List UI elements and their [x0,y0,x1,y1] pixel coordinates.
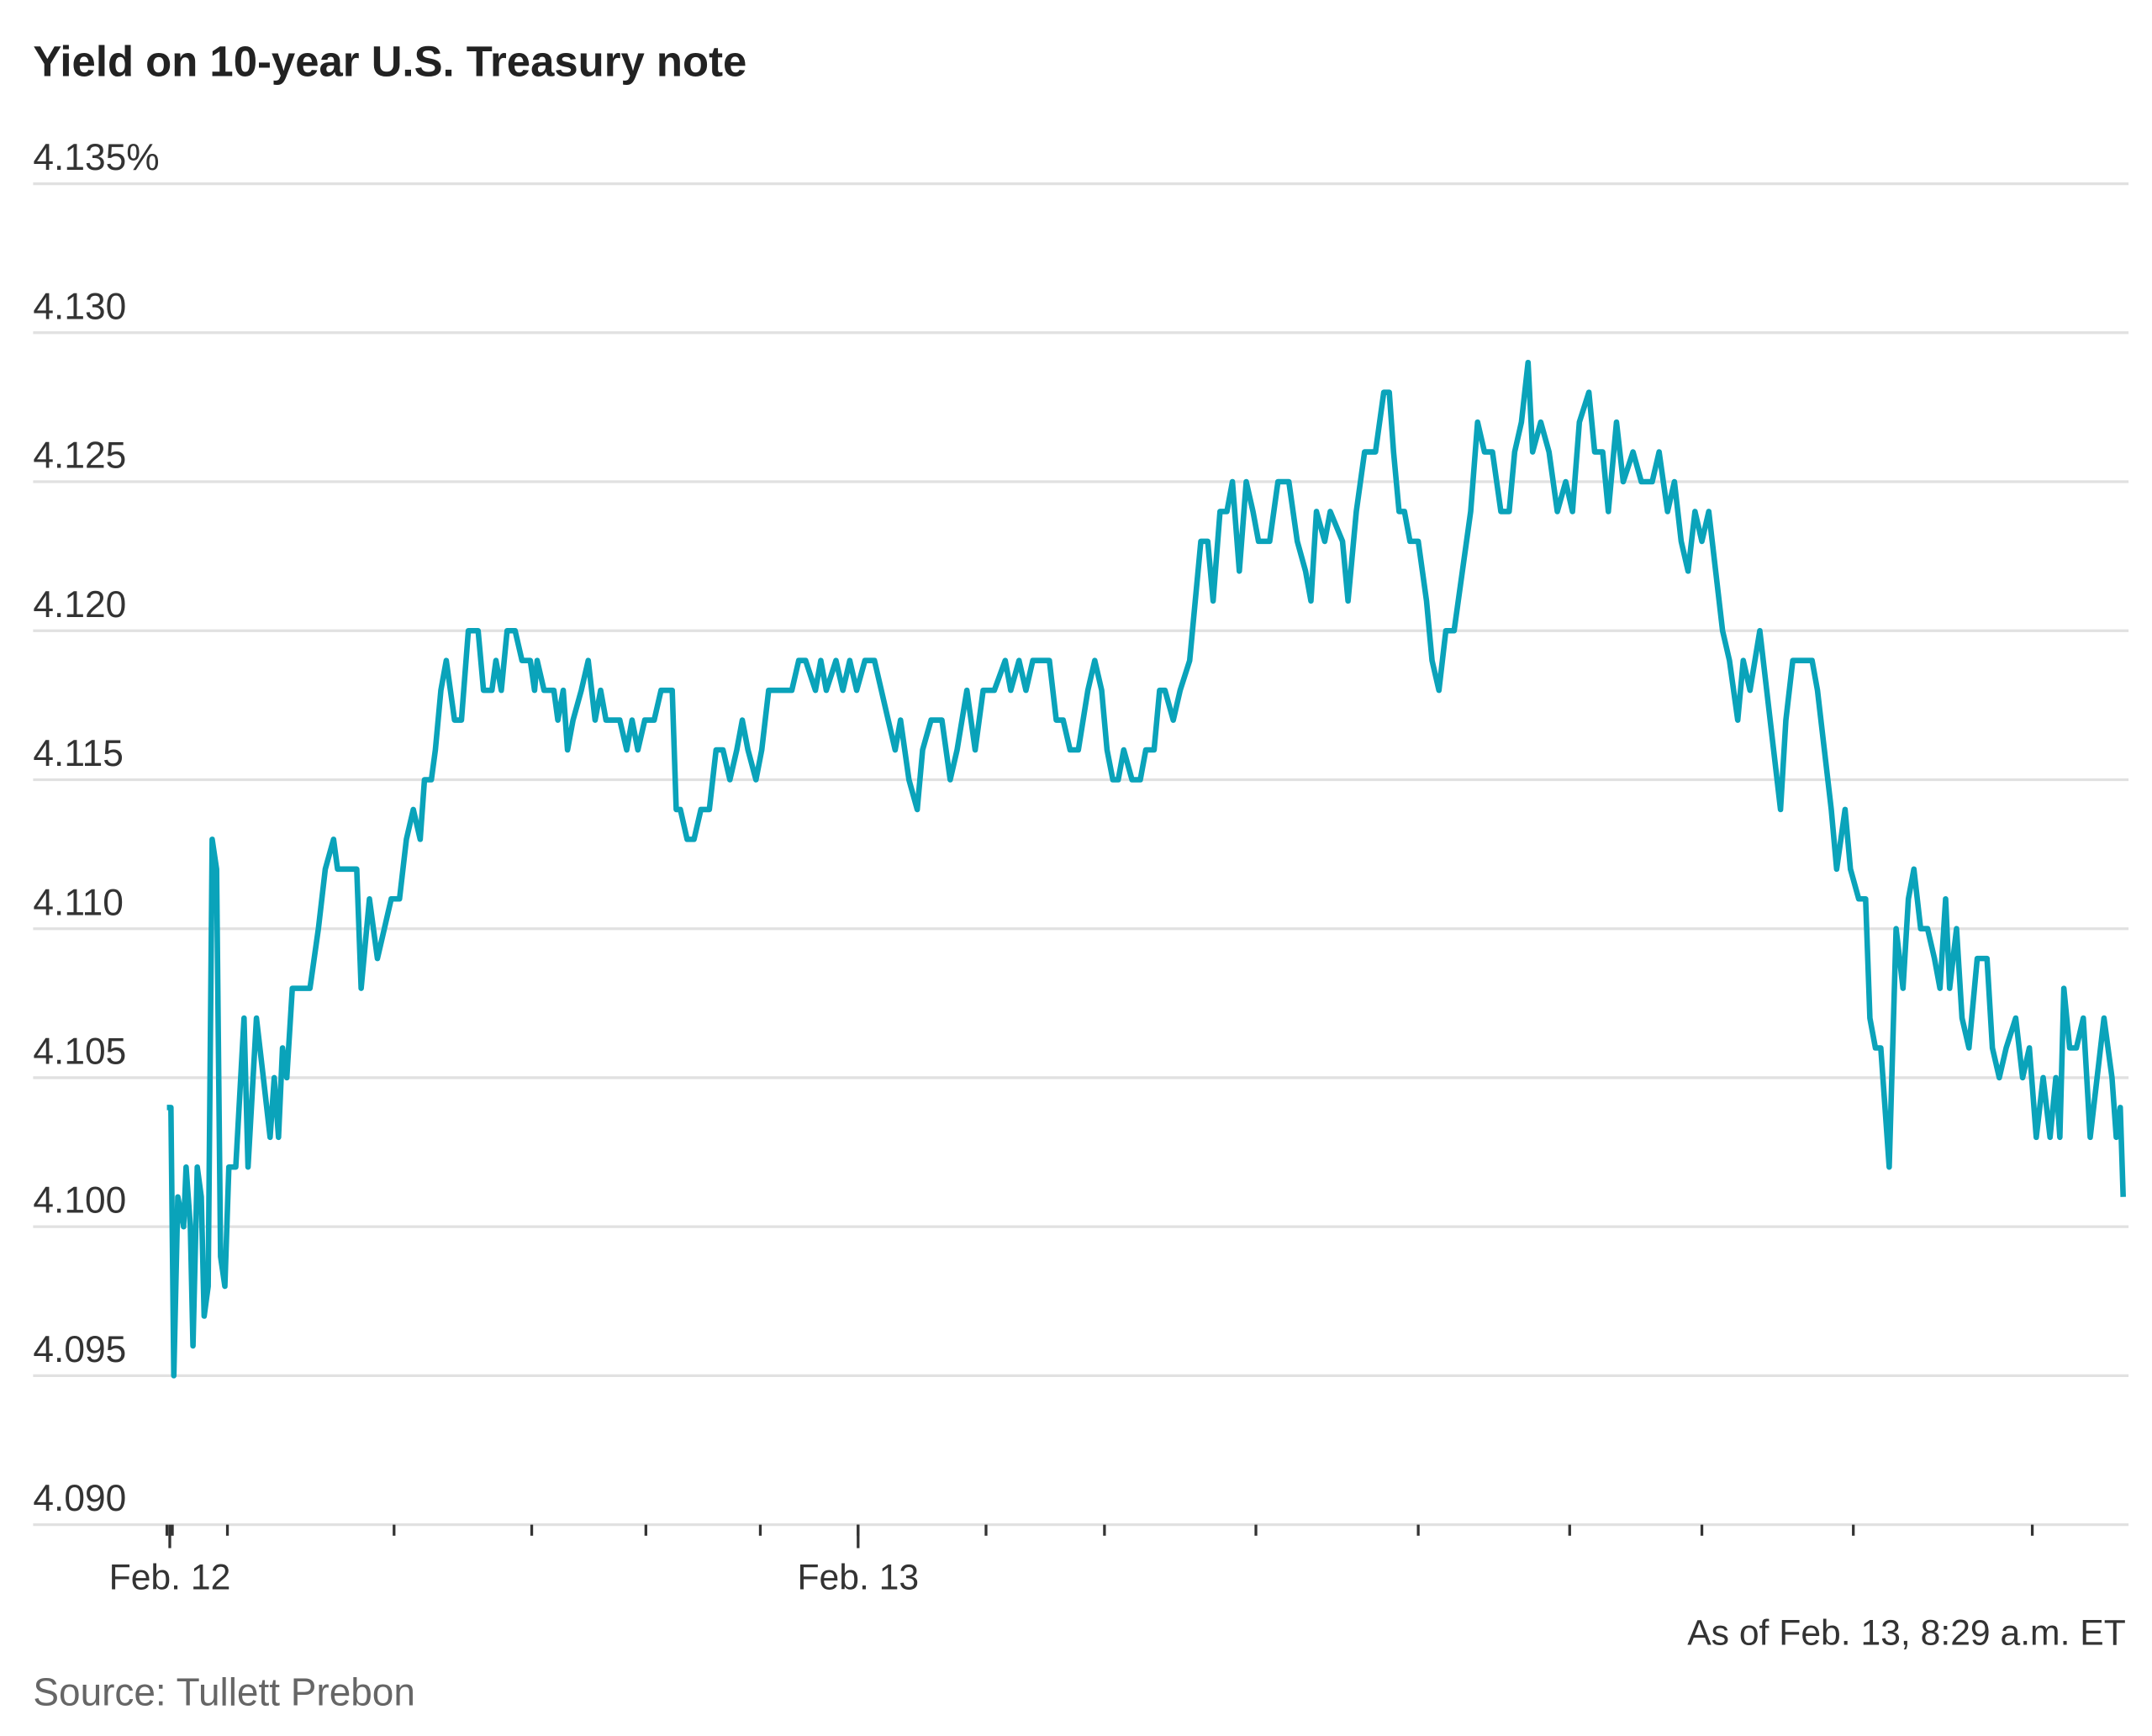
x-axis-labels: Feb. 12 Feb. 13 [109,1558,919,1598]
y-tick-label: 4.120 [33,584,126,625]
as-of-annotation: As of Feb. 13, 8:29 a.m. ET [1687,1612,2126,1653]
x-tick-label: Feb. 13 [797,1558,919,1598]
source-note: Source: Tullett Prebon [33,1670,415,1714]
x-tick-label: Feb. 12 [109,1558,231,1598]
x-axis-ticks [165,1524,2034,1549]
y-tick-label: 4.090 [33,1478,126,1519]
y-gridlines [33,182,2129,1527]
y-tick-label: 4.095 [33,1329,126,1370]
series-line-10-year-yield [166,359,2126,1379]
y-tick-label: 4.125 [33,435,126,477]
y-axis-labels: 4.135% 4.130 4.125 4.120 4.115 4.110 4.105 4.10… [33,137,159,1519]
y-tick-label: 4.110 [33,882,124,923]
y-tick-label: 4.105 [33,1032,126,1073]
chart-title: Yield on 10-year U.S. Treasury note [33,38,746,86]
y-tick-label: 4.130 [33,286,126,327]
y-tick-label: 4.100 [33,1180,126,1222]
y-tick-label: 4.115 [33,733,124,774]
y-tick-label: 4.135% [33,137,159,178]
